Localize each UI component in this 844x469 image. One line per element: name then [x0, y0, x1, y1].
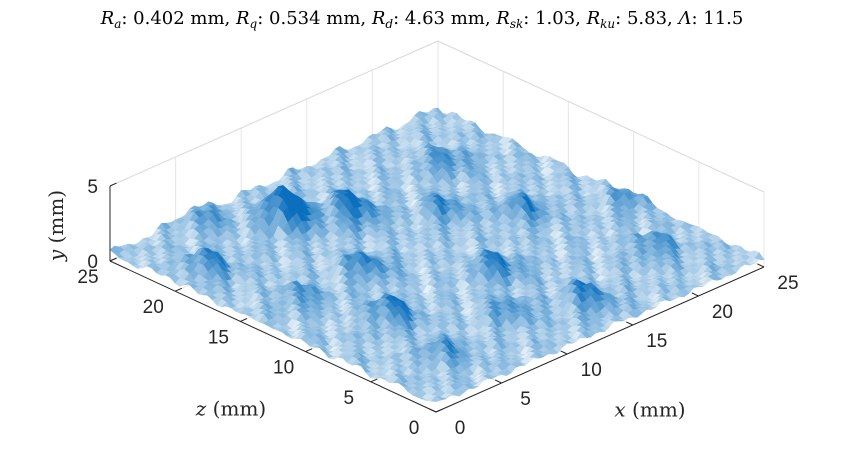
grid-line — [109, 40, 439, 187]
x-tick-mark — [429, 408, 437, 413]
y-tick-label: 0 — [87, 252, 98, 273]
z-tick-label: 15 — [208, 327, 229, 348]
z-tick-mark — [305, 348, 313, 353]
y-tick-mark — [109, 257, 117, 262]
chart-title: Ra: 0.402 mm, Rq: 0.534 mm, Rd: 4.63 mm,… — [100, 8, 744, 31]
z-tick-mark — [174, 287, 182, 292]
z-tick-label: 10 — [273, 358, 294, 379]
x-tick-label: 15 — [646, 331, 667, 352]
x-axis-label: x (mm) — [614, 398, 685, 422]
x-tick-label: 25 — [777, 273, 798, 294]
x-tick-label: 20 — [712, 302, 733, 323]
y-axis-label: y (mm) — [44, 190, 68, 262]
y-tick-label: 5 — [87, 177, 98, 198]
x-tick-label: 10 — [581, 360, 602, 381]
z-tick-label: 5 — [344, 388, 355, 409]
y-tick-mark — [109, 182, 117, 187]
x-tick-mark — [691, 292, 699, 297]
surface-mesh — [109, 107, 765, 402]
x-tick-label: 5 — [520, 389, 531, 410]
z-tick-mark — [435, 408, 443, 413]
chart-title-text: Ra: 0.402 mm, Rq: 0.534 mm, Rd: 4.63 mm,… — [100, 8, 744, 31]
z-tick-label: 20 — [143, 297, 164, 318]
z-tick-label: 0 — [409, 418, 420, 439]
grid-line — [437, 40, 765, 193]
x-tick-mark — [494, 379, 502, 384]
x-tick-label: 0 — [455, 418, 466, 439]
x-tick-mark — [757, 263, 765, 268]
x-tick-mark — [560, 350, 568, 355]
z-tick-mark — [370, 378, 378, 383]
x-tick-mark — [626, 321, 634, 326]
z-tick-mark — [240, 318, 248, 322]
z-axis-label: z (mm) — [195, 397, 266, 421]
